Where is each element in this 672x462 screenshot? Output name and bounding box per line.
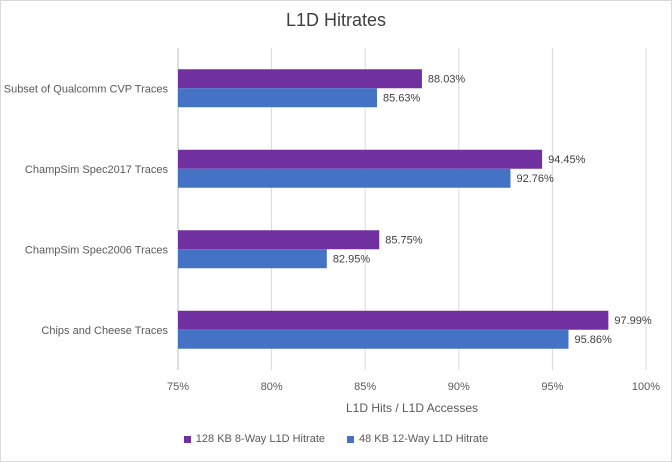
data-label: 85.63% [383,92,421,104]
legend-item-series-1: 128 KB 8-Way L1D Hitrate [183,433,325,445]
data-label: 95.86% [574,334,612,346]
category-label: ChampSim Spec2017 Traces [25,164,169,176]
x-tick-label: 80% [261,381,283,393]
data-label: 82.95% [333,253,371,265]
bar-series-1 [178,310,609,330]
category-label: ChampSim Spec2006 Traces [25,244,169,256]
category-label: Chips and Cheese Traces [41,325,168,337]
bar-series-1 [178,230,380,250]
legend-label-series-1: 128 KB 8-Way L1D Hitrate [195,433,325,445]
x-tick-label: 100% [632,381,660,393]
legend-swatch-series-1 [183,435,191,443]
bar-series-1 [178,149,543,169]
data-label: 97.99% [614,315,652,327]
legend-swatch-series-2 [347,435,354,443]
bar-series-2 [178,329,569,349]
data-label: 85.75% [385,234,423,246]
data-label: 94.45% [548,154,586,166]
legend-item-series-2: 48 KB 12-Way L1D Hitrate [347,433,488,445]
bar-series-1 [178,69,422,89]
legend: 128 KB 8-Way L1D Hitrate 48 KB 12-Way L1… [0,433,672,445]
legend-label-series-2: 48 KB 12-Way L1D Hitrate [359,433,489,445]
data-label: 92.76% [516,173,554,185]
bar-series-2 [178,168,511,188]
data-label: 88.03% [428,73,466,85]
x-tick-label: 75% [167,381,189,393]
bar-series-2 [178,249,327,269]
category-label: Subset of Qualcomm CVP Traces [4,83,169,95]
x-tick-label: 90% [448,381,470,393]
x-tick-label: 95% [541,381,563,393]
x-tick-label: 85% [354,381,376,393]
x-axis-label: L1D Hits / L1D Accesses [346,401,478,415]
bar-series-2 [178,88,377,108]
chart-title: L1D Hitrates [285,10,387,30]
